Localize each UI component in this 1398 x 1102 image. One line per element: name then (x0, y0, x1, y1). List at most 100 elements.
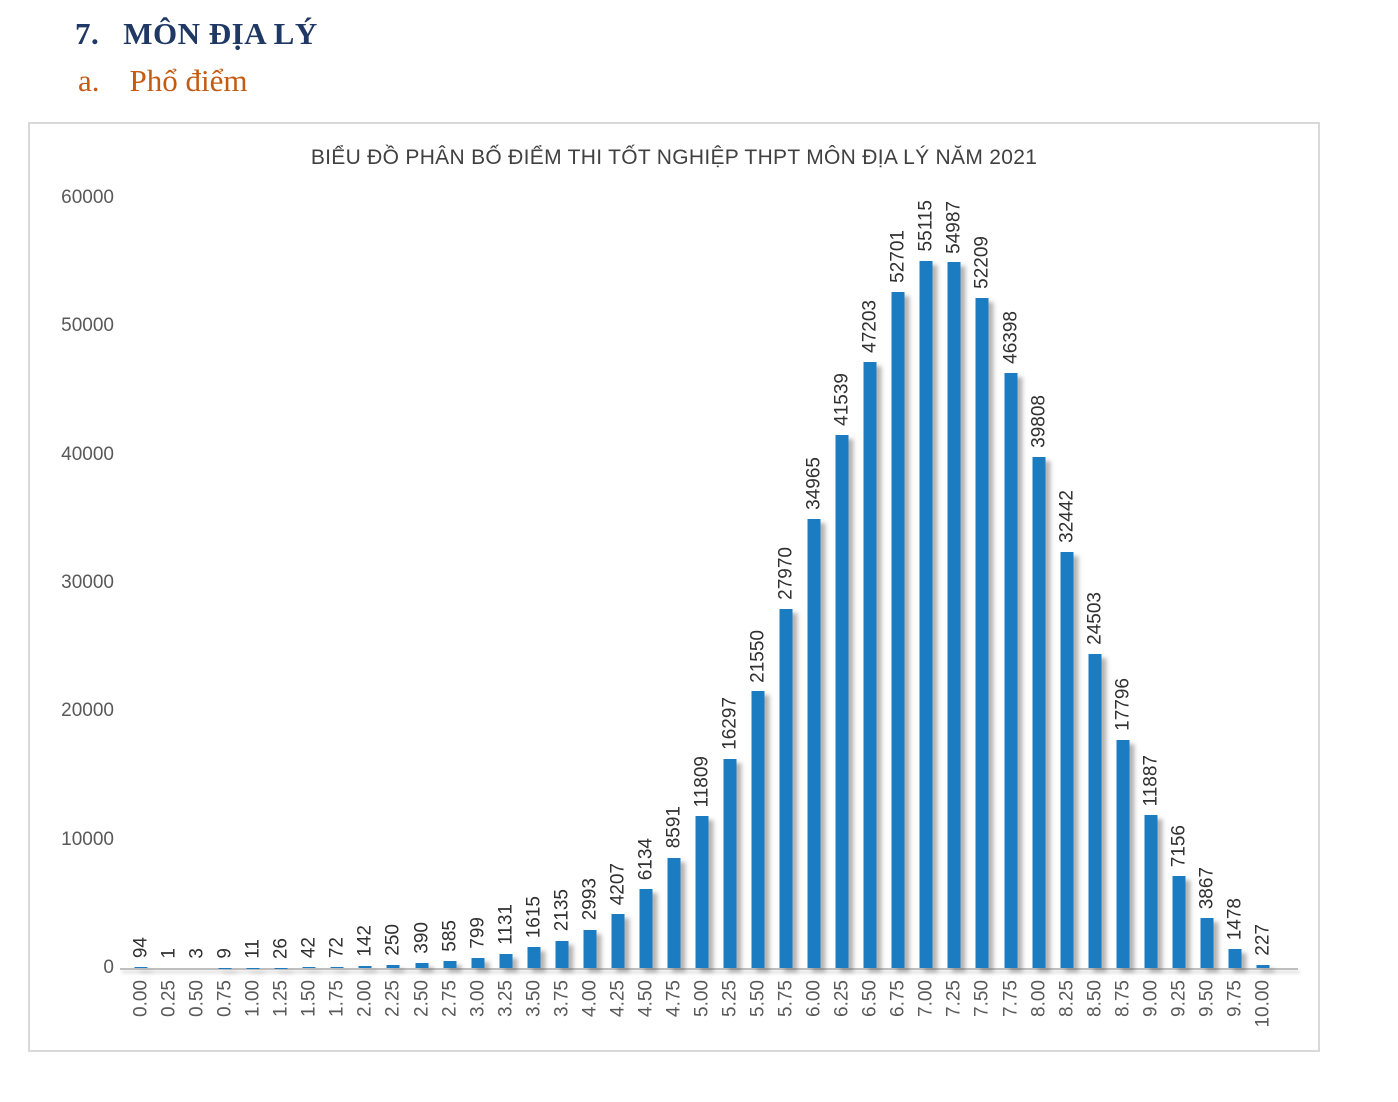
bar (386, 964, 400, 968)
chart-container: BIỂU ĐỒ PHÂN BỐ ĐIỂM THI TỐT NGHIỆP THPT… (28, 122, 1320, 1052)
bar (667, 857, 681, 968)
section-heading: 7. MÔN ĐỊA LÝ (75, 16, 318, 52)
bar-value-label: 799 (467, 917, 489, 949)
bar-slot: 4207 4.25 (604, 198, 632, 1017)
y-tick-label: 60000 (61, 187, 114, 208)
bar-slot: 142 2.00 (351, 198, 379, 1017)
bar-value-label: 390 (411, 922, 432, 954)
y-tick-label: 10000 (61, 828, 114, 850)
bar-value-label: 1 (158, 948, 180, 959)
x-tick-label: 0.75 (214, 980, 236, 1017)
bar-slot: 27970 5.75 (772, 198, 800, 1017)
plot-area: 94 0.00 1 0.25 3 0.50 9 0.75 11 1.00 26 1.25 42 1.50 7… (120, 198, 1298, 1028)
chart-title: BIỂU ĐỒ PHÂN BỐ ĐIỂM THI TỐT NGHIỆP THPT… (310, 146, 1038, 169)
bar-slot: 1 0.25 (155, 198, 183, 1017)
bar-value-label: 11887 (1140, 755, 1162, 807)
bar-value-label: 26 (270, 937, 292, 959)
x-tick-label: 7.25 (943, 980, 965, 1017)
bar-slot: 24503 8.50 (1081, 198, 1109, 1017)
bar (863, 362, 877, 968)
x-tick-label: 3.25 (495, 980, 517, 1017)
bar-value-label: 27970 (775, 547, 797, 601)
bar-slot: 16297 5.25 (716, 198, 744, 1017)
bar-value-label: 2135 (551, 889, 573, 932)
bar (835, 434, 849, 968)
bar-slot: 54987 7.25 (940, 198, 968, 1017)
y-tick-label: 20000 (61, 700, 114, 722)
x-tick-label: 9.50 (1196, 980, 1218, 1017)
x-tick-label: 2.75 (439, 980, 461, 1017)
x-tick-label: 4.00 (579, 980, 601, 1017)
bar-value-label: 9 (214, 948, 236, 959)
subsection-letter: a. (78, 63, 100, 98)
x-tick-label: 6.50 (859, 980, 881, 1017)
x-tick-label: 4.25 (607, 980, 629, 1017)
bar-slot: 21550 5.50 (744, 198, 772, 1017)
y-tick-label: 40000 (61, 443, 114, 465)
bar (751, 691, 765, 968)
bar-value-label: 8591 (663, 806, 685, 849)
bar-value-label: 2993 (579, 878, 601, 921)
x-tick-label: 1.50 (298, 980, 320, 1017)
bar (555, 940, 569, 968)
bar (695, 816, 709, 968)
x-tick-label: 9.25 (1168, 980, 1190, 1017)
bar (1228, 949, 1242, 968)
bar (415, 963, 428, 968)
bar-slot: 7156 9.25 (1165, 198, 1193, 1017)
x-tick-label: 2.00 (354, 980, 376, 1017)
bar (779, 609, 793, 968)
x-tick-label: 0.50 (186, 980, 208, 1017)
x-tick-label: 6.00 (803, 980, 825, 1017)
bar-value-label: 34965 (803, 457, 825, 511)
bar-slot: 47203 6.50 (856, 198, 884, 1017)
x-tick-label: 8.00 (1028, 980, 1050, 1017)
subsection-heading: a. Phổ điểm (78, 63, 248, 99)
x-tick-label: 1.75 (326, 980, 348, 1017)
bar (919, 260, 933, 968)
bar-slot: 46398 7.75 (997, 198, 1025, 1017)
bar-value-label: 7156 (1168, 824, 1190, 868)
y-axis: 0 10000 20000 30000 40000 50000 60000 (40, 187, 114, 978)
bar (1256, 965, 1270, 968)
x-tick-label: 1.25 (270, 980, 292, 1017)
bar-value-label: 41539 (831, 373, 853, 426)
bar-value-label: 52701 (887, 229, 909, 283)
bar-slot: 11887 9.00 (1137, 198, 1165, 1017)
bar (1200, 918, 1214, 968)
bar-value-label: 585 (439, 919, 461, 952)
bar (975, 298, 989, 968)
bar-slot: 585 2.75 (436, 198, 464, 1017)
x-tick-label: 5.50 (747, 980, 769, 1017)
bar-value-label: 227 (1252, 924, 1274, 957)
bar (330, 967, 344, 968)
bar-value-label: 39808 (1028, 395, 1050, 449)
bar-slot: 94 0.00 (127, 198, 155, 1017)
bar-value-label: 55115 (915, 200, 937, 252)
bar-slot: 32442 8.25 (1053, 198, 1081, 1017)
x-tick-label: 3.50 (523, 980, 545, 1017)
bar-slot: 52209 7.50 (968, 198, 996, 1017)
bar-slot: 1615 3.50 (520, 198, 548, 1017)
x-tick-label: 7.50 (971, 980, 993, 1017)
section-number: 7. (75, 16, 100, 51)
x-tick-label: 10.00 (1252, 980, 1274, 1028)
bar-value-label: 16297 (719, 697, 741, 750)
bar-value-label: 42 (298, 937, 320, 959)
bar-slot: 3 0.50 (183, 198, 211, 1017)
bar-slot: 34965 6.00 (800, 198, 828, 1017)
x-tick-label: 0.25 (158, 980, 180, 1017)
x-tick-label: 4.50 (635, 980, 657, 1017)
bar-value-label: 72 (326, 936, 348, 959)
bar (947, 262, 961, 968)
x-tick-label: 3.00 (467, 980, 489, 1017)
section-title: MÔN ĐỊA LÝ (123, 16, 318, 51)
x-tick-label: 8.75 (1112, 980, 1134, 1017)
bar (1116, 739, 1130, 968)
bar-slot: 11809 5.00 (688, 198, 716, 1017)
bar-value-label: 11 (242, 939, 264, 959)
bar-value-label: 1478 (1224, 897, 1246, 941)
bar-value-label: 24503 (1084, 591, 1106, 645)
bar-value-label: 6134 (635, 838, 657, 881)
